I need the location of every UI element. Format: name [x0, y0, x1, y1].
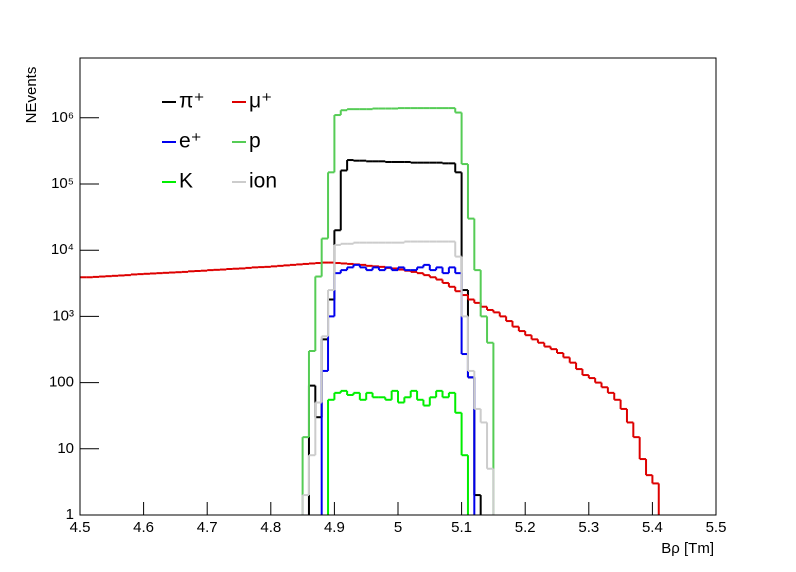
y-tick-label: 10⁶: [51, 109, 74, 126]
x-tick-label: 4.7: [197, 519, 218, 536]
y-tick-label: 1: [66, 506, 74, 523]
legend-label: ion: [249, 170, 277, 193]
y-tick-label: 10⁴: [51, 241, 74, 258]
legend-label: p: [249, 130, 261, 153]
y-tick-label: 10⁵: [51, 175, 74, 192]
x-tick-label: 4.5: [70, 519, 91, 536]
x-tick-label: 5: [394, 519, 402, 536]
y-axis-label: NEvents: [23, 67, 40, 124]
legend-label: π⁺: [179, 90, 205, 113]
y-tick-label: 10³: [52, 307, 74, 324]
legend-label: K: [179, 170, 193, 193]
x-tick-label: 4.8: [260, 519, 281, 536]
x-tick-label: 5.1: [451, 519, 472, 536]
y-tick-label: 100: [49, 374, 74, 391]
x-axis-label: Bρ [Tm]: [661, 540, 714, 557]
x-tick-label: 5.3: [578, 519, 599, 536]
x-tick-label: 5.4: [642, 519, 663, 536]
y-tick-label: 10: [57, 440, 74, 457]
x-tick-label: 5.5: [706, 519, 727, 536]
x-tick-label: 4.6: [133, 519, 154, 536]
x-tick-label: 5.2: [515, 519, 536, 536]
legend-label: μ⁺: [249, 90, 272, 113]
x-tick-label: 4.9: [324, 519, 345, 536]
legend-label: e⁺: [179, 130, 202, 153]
